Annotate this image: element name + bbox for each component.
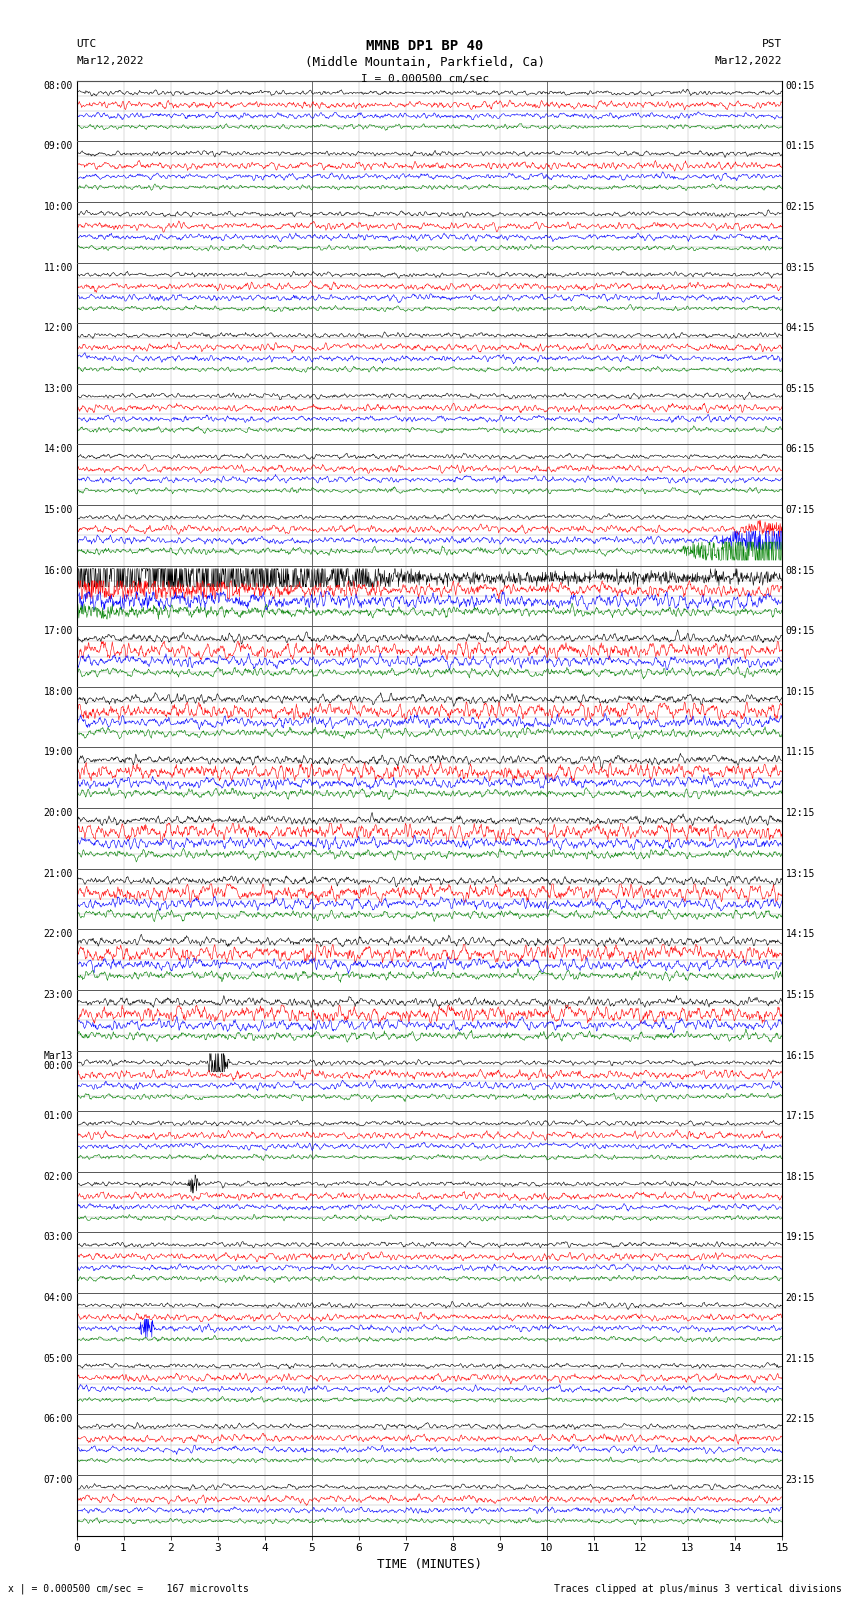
Text: 22:15: 22:15 [785, 1415, 815, 1424]
Text: 17:00: 17:00 [43, 626, 73, 636]
Text: 08:00: 08:00 [43, 81, 73, 90]
Text: PST: PST [762, 39, 782, 48]
Text: 19:00: 19:00 [43, 747, 73, 758]
Text: 20:15: 20:15 [785, 1294, 815, 1303]
Text: MMNB DP1 BP 40: MMNB DP1 BP 40 [366, 39, 484, 53]
Text: Mar12,2022: Mar12,2022 [715, 56, 782, 66]
Text: 16:15: 16:15 [785, 1050, 815, 1061]
Text: 21:15: 21:15 [785, 1353, 815, 1363]
Text: I = 0.000500 cm/sec: I = 0.000500 cm/sec [361, 74, 489, 84]
Text: 01:15: 01:15 [785, 142, 815, 152]
Text: 01:00: 01:00 [43, 1111, 73, 1121]
Text: 20:00: 20:00 [43, 808, 73, 818]
Text: 11:15: 11:15 [785, 747, 815, 758]
Text: 05:00: 05:00 [43, 1353, 73, 1363]
Text: Mar13
00:00: Mar13 00:00 [43, 1050, 73, 1071]
Text: 19:15: 19:15 [785, 1232, 815, 1242]
Text: 23:15: 23:15 [785, 1474, 815, 1486]
Text: 04:00: 04:00 [43, 1294, 73, 1303]
Text: 09:15: 09:15 [785, 626, 815, 636]
Text: 18:00: 18:00 [43, 687, 73, 697]
Text: 16:00: 16:00 [43, 566, 73, 576]
Text: 12:00: 12:00 [43, 323, 73, 334]
Text: 00:15: 00:15 [785, 81, 815, 90]
Text: 12:15: 12:15 [785, 808, 815, 818]
Text: 02:15: 02:15 [785, 202, 815, 211]
Text: 15:00: 15:00 [43, 505, 73, 515]
Text: 17:15: 17:15 [785, 1111, 815, 1121]
Text: 04:15: 04:15 [785, 323, 815, 334]
Text: 15:15: 15:15 [785, 990, 815, 1000]
Text: 02:00: 02:00 [43, 1171, 73, 1182]
Text: 10:00: 10:00 [43, 202, 73, 211]
Text: 14:00: 14:00 [43, 444, 73, 455]
Text: 13:00: 13:00 [43, 384, 73, 394]
Text: 18:15: 18:15 [785, 1171, 815, 1182]
Text: 23:00: 23:00 [43, 990, 73, 1000]
Text: 11:00: 11:00 [43, 263, 73, 273]
Text: 14:15: 14:15 [785, 929, 815, 939]
Text: 07:00: 07:00 [43, 1474, 73, 1486]
Text: 06:15: 06:15 [785, 444, 815, 455]
X-axis label: TIME (MINUTES): TIME (MINUTES) [377, 1558, 482, 1571]
Text: 13:15: 13:15 [785, 869, 815, 879]
Text: 08:15: 08:15 [785, 566, 815, 576]
Text: x | = 0.000500 cm/sec =    167 microvolts: x | = 0.000500 cm/sec = 167 microvolts [8, 1582, 249, 1594]
Text: 10:15: 10:15 [785, 687, 815, 697]
Text: 06:00: 06:00 [43, 1415, 73, 1424]
Text: 22:00: 22:00 [43, 929, 73, 939]
Text: 03:15: 03:15 [785, 263, 815, 273]
Text: Mar12,2022: Mar12,2022 [76, 56, 144, 66]
Text: 05:15: 05:15 [785, 384, 815, 394]
Text: UTC: UTC [76, 39, 97, 48]
Text: (Middle Mountain, Parkfield, Ca): (Middle Mountain, Parkfield, Ca) [305, 56, 545, 69]
Text: Traces clipped at plus/minus 3 vertical divisions: Traces clipped at plus/minus 3 vertical … [553, 1584, 842, 1594]
Text: 03:00: 03:00 [43, 1232, 73, 1242]
Text: 07:15: 07:15 [785, 505, 815, 515]
Text: 21:00: 21:00 [43, 869, 73, 879]
Text: 09:00: 09:00 [43, 142, 73, 152]
